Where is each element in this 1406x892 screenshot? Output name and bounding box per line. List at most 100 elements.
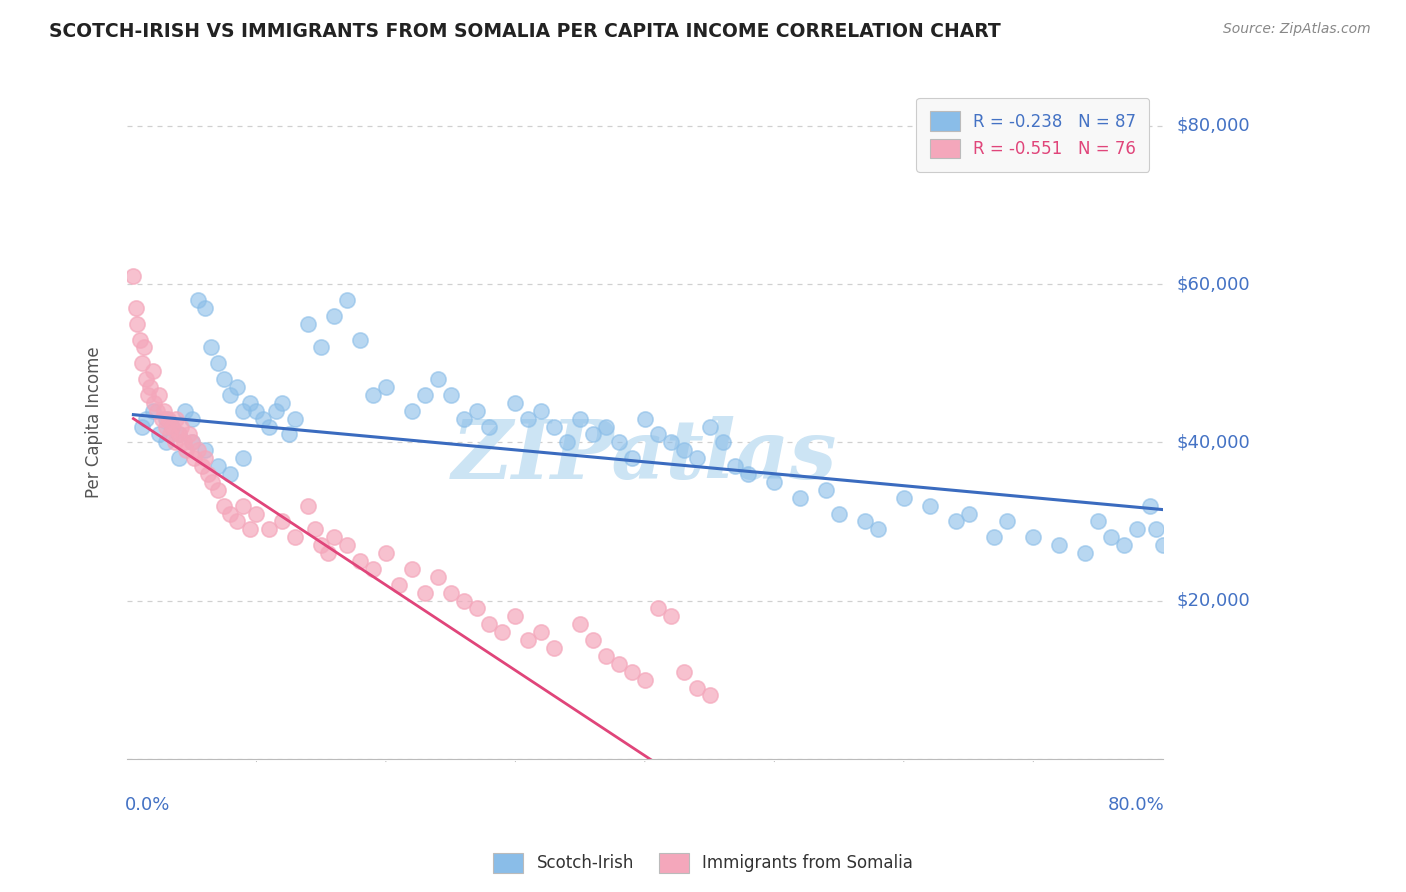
- Point: [187, 443, 209, 458]
- Point: [426, 570, 449, 584]
- Point: [127, 317, 149, 331]
- Point: [478, 419, 501, 434]
- Point: [1112, 538, 1135, 552]
- Point: [1139, 499, 1161, 513]
- Point: [1144, 522, 1167, 536]
- Point: [212, 372, 235, 386]
- Point: [259, 522, 281, 536]
- Point: [122, 269, 145, 284]
- Point: [659, 435, 682, 450]
- Point: [136, 388, 159, 402]
- Point: [543, 419, 565, 434]
- Point: [284, 530, 307, 544]
- Point: [569, 617, 592, 632]
- Point: [659, 609, 682, 624]
- Point: [505, 396, 527, 410]
- Point: [177, 427, 200, 442]
- Point: [1074, 546, 1097, 560]
- Point: [634, 673, 657, 687]
- Point: [187, 293, 209, 307]
- Point: [763, 475, 786, 489]
- Point: [194, 451, 217, 466]
- Point: [297, 499, 319, 513]
- Point: [167, 427, 190, 442]
- Point: [157, 411, 180, 425]
- Text: 80.0%: 80.0%: [1108, 796, 1164, 814]
- Point: [426, 372, 449, 386]
- Point: [401, 562, 423, 576]
- Point: [439, 388, 461, 402]
- Point: [180, 435, 202, 450]
- Point: [142, 403, 165, 417]
- Point: [374, 380, 396, 394]
- Point: [361, 562, 384, 576]
- Point: [232, 403, 254, 417]
- Point: [957, 507, 980, 521]
- Point: [607, 435, 630, 450]
- Point: [271, 515, 294, 529]
- Point: [155, 411, 177, 425]
- Point: [160, 419, 183, 434]
- Point: [197, 467, 219, 481]
- Point: [170, 419, 193, 434]
- Point: [918, 499, 941, 513]
- Point: [401, 403, 423, 417]
- Point: [167, 451, 190, 466]
- Point: [517, 411, 540, 425]
- Text: $80,000: $80,000: [1177, 117, 1250, 135]
- Point: [309, 538, 332, 552]
- Legend: Scotch-Irish, Immigrants from Somalia: Scotch-Irish, Immigrants from Somalia: [486, 847, 920, 880]
- Point: [145, 403, 167, 417]
- Point: [183, 451, 205, 466]
- Point: [595, 419, 617, 434]
- Point: [672, 443, 695, 458]
- Point: [323, 309, 346, 323]
- Point: [304, 522, 326, 536]
- Text: $20,000: $20,000: [1177, 591, 1250, 609]
- Point: [155, 419, 177, 434]
- Point: [983, 530, 1005, 544]
- Point: [277, 427, 299, 442]
- Point: [174, 403, 197, 417]
- Text: Source: ZipAtlas.com: Source: ZipAtlas.com: [1223, 22, 1371, 37]
- Point: [167, 427, 190, 442]
- Point: [711, 435, 734, 450]
- Point: [413, 585, 436, 599]
- Legend: R = -0.238   N = 87, R = -0.551   N = 76: R = -0.238 N = 87, R = -0.551 N = 76: [917, 98, 1149, 171]
- Point: [176, 443, 198, 458]
- Point: [259, 419, 281, 434]
- Point: [530, 625, 553, 640]
- Point: [995, 515, 1018, 529]
- Point: [128, 333, 150, 347]
- Point: [252, 411, 274, 425]
- Point: [131, 356, 153, 370]
- Point: [207, 356, 229, 370]
- Text: $60,000: $60,000: [1177, 275, 1250, 293]
- Point: [316, 546, 339, 560]
- Point: [453, 593, 475, 607]
- Point: [143, 396, 166, 410]
- Point: [226, 380, 249, 394]
- Point: [239, 522, 262, 536]
- Point: [155, 435, 177, 450]
- Point: [165, 411, 187, 425]
- Point: [226, 515, 249, 529]
- Point: [191, 459, 214, 474]
- Point: [323, 530, 346, 544]
- Point: [647, 601, 669, 615]
- Point: [815, 483, 838, 497]
- Point: [374, 546, 396, 560]
- Point: [505, 609, 527, 624]
- Point: [1087, 515, 1109, 529]
- Point: [148, 427, 170, 442]
- Point: [180, 435, 202, 450]
- Y-axis label: Per Capita Income: Per Capita Income: [86, 347, 103, 499]
- Point: [219, 507, 242, 521]
- Point: [893, 491, 915, 505]
- Point: [219, 467, 242, 481]
- Point: [207, 459, 229, 474]
- Point: [634, 411, 657, 425]
- Point: [194, 301, 217, 315]
- Point: [336, 293, 359, 307]
- Point: [595, 648, 617, 663]
